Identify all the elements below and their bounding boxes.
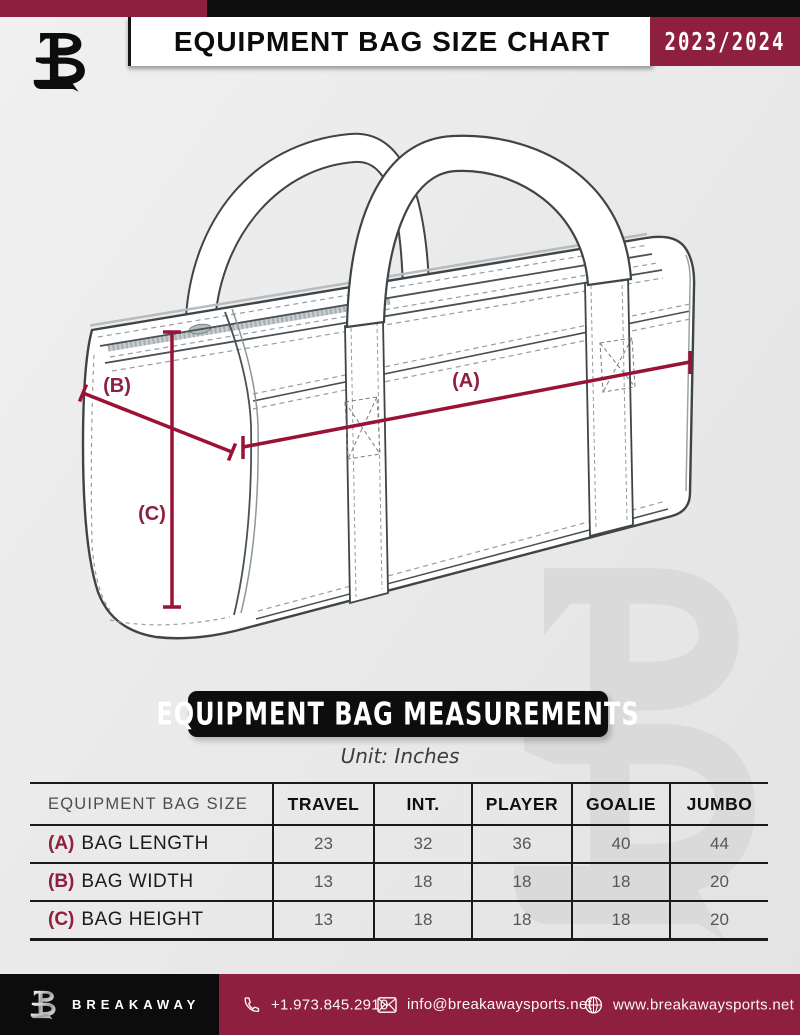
cell-value: 36 [512, 834, 532, 853]
column-header-goalie: GOALIE [585, 793, 657, 814]
email-address: info@breakawaysports.net [407, 996, 593, 1013]
measurements-banner-label: EQUIPMENT BAG MEASUREMENTS [156, 695, 640, 733]
equipment-bag-diagram: (A) (B) (C) [77, 132, 696, 640]
size-table: EQUIPMENT BAG SIZE TRAVEL INT. PLAYER GO… [30, 782, 768, 941]
header-maroon-strip [0, 0, 207, 17]
bag-front-handle [345, 134, 633, 329]
header-black-strip [207, 0, 800, 17]
cell-value: 18 [611, 872, 631, 891]
footer-brand-block: BREAKAWAY [0, 974, 219, 1035]
page-title: EQUIPMENT BAG SIZE CHART [173, 25, 611, 57]
bag-body [81, 235, 696, 640]
measurements-banner: EQUIPMENT BAG MEASUREMENTS [156, 691, 639, 737]
email-icon [377, 996, 397, 1013]
cell-value: 18 [512, 872, 532, 891]
bag-corner-piping [90, 308, 259, 626]
cell-value: 18 [512, 910, 532, 929]
email-contact: info@breakawaysports.net [376, 996, 592, 1014]
phone-contact: +1.973.845.2910 [241, 994, 389, 1015]
cell-value: 18 [611, 910, 631, 929]
cell-value: 13 [314, 910, 333, 929]
table-row-height: (C) BAG HEIGHT 13 18 18 18 20 [30, 902, 768, 941]
footer-contact-block: +1.973.845.2910 info@breakawaysports.net… [219, 974, 800, 1035]
cell-value: 44 [710, 834, 729, 853]
cell-value: 18 [413, 910, 433, 929]
season-badge: 2023/2024 [650, 17, 800, 66]
cell-value: 13 [314, 872, 333, 891]
bag-right-piping [685, 254, 691, 492]
watermark-logo-icon [513, 568, 756, 942]
row-key-b: (B) [48, 871, 75, 892]
breakaway-logo-icon [33, 33, 85, 92]
cell-value: 20 [710, 872, 729, 891]
globe-icon [584, 995, 603, 1014]
table-size-header: EQUIPMENT BAG SIZE [48, 794, 249, 813]
cell-value: 18 [413, 872, 433, 891]
dimension-label-c: (C) [138, 503, 166, 525]
phone-icon [244, 996, 260, 1012]
website-url: www.breakawaysports.net [613, 996, 795, 1013]
row-key-c: (C) [48, 909, 75, 930]
cell-value: 32 [413, 834, 433, 853]
dimension-line-a [242, 360, 691, 449]
column-header-player: PLAYER [485, 793, 559, 814]
unit-note: Unit: Inches [340, 744, 460, 768]
table-header-row: EQUIPMENT BAG SIZE TRAVEL INT. PLAYER GO… [30, 782, 768, 826]
table-row-length: (A) BAG LENGTH 23 32 36 40 44 [30, 826, 768, 864]
dimension-lines [77, 330, 692, 609]
table-row-width: (B) BAG WIDTH 13 18 18 18 20 [30, 864, 768, 902]
cell-value: 20 [710, 910, 729, 929]
column-header-int: INT. [406, 793, 440, 814]
cell-value: 40 [611, 834, 631, 853]
phone-number: +1.973.845.2910 [271, 996, 389, 1013]
page-title-box: EQUIPMENT BAG SIZE CHART [128, 17, 653, 66]
bag-front-straps [344, 274, 636, 605]
row-label-height: BAG HEIGHT [81, 909, 204, 930]
column-header-jumbo: JUMBO [686, 793, 753, 814]
row-label-length: BAG LENGTH [81, 833, 209, 854]
row-label-width: BAG WIDTH [81, 871, 194, 892]
season-label: 2023/2024 [664, 27, 786, 56]
footer-bar: BREAKAWAY +1.973.845.2910 info@breakaway… [0, 974, 800, 1035]
row-key-a: (A) [48, 833, 75, 854]
cell-value: 23 [314, 834, 333, 853]
dimension-label-a: (A) [452, 370, 480, 392]
dimension-line-b [82, 391, 233, 454]
footer-logo-icon [30, 990, 56, 1020]
column-header-travel: TRAVEL [287, 793, 360, 814]
website-contact: www.breakawaysports.net [583, 994, 794, 1015]
brand-name: BREAKAWAY [72, 997, 201, 1012]
dimension-label-b: (B) [103, 375, 131, 397]
